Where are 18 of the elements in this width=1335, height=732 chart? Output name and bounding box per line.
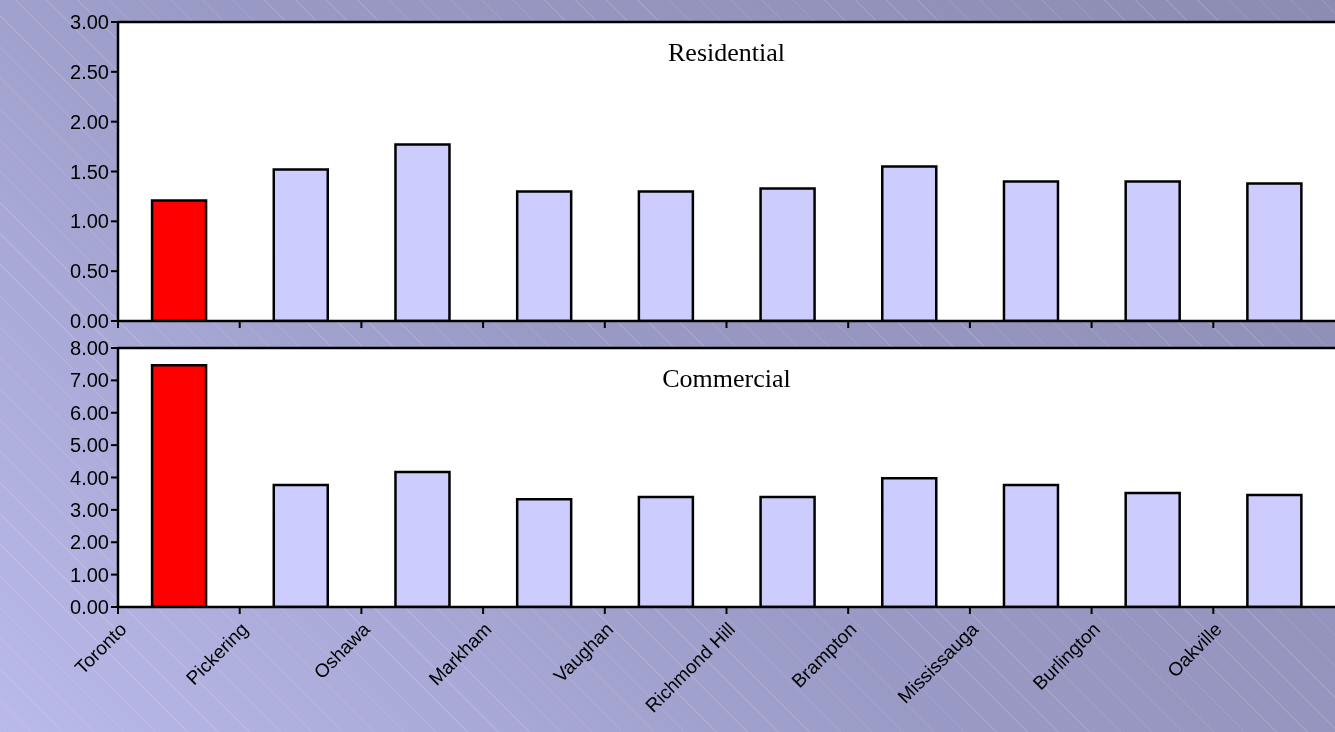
y-tick-label: 7.00: [70, 369, 109, 392]
y-tick-label: 2.00: [70, 531, 109, 554]
y-tick-label: 2.00: [70, 110, 109, 133]
y-tick-label: 1.50: [70, 160, 109, 183]
y-tick-label: 2.50: [70, 60, 109, 83]
y-tick-label: 4.00: [70, 466, 109, 489]
y-tick-label: 1.00: [70, 210, 109, 233]
annotation: Commercial: [661, 364, 792, 394]
y-tick-label: 6.00: [70, 401, 109, 424]
y-tick-label: 3.00: [70, 11, 109, 34]
y-tick-label: 0.00: [70, 596, 109, 619]
y-tick-label: 8.00: [70, 337, 109, 360]
y-tick-label: 0.00: [70, 310, 109, 333]
annotation: Residential: [667, 38, 786, 68]
y-tick-label: 5.00: [70, 434, 109, 457]
y-tick-label: 1.00: [70, 563, 109, 586]
y-tick-label: 3.00: [70, 498, 109, 521]
y-tick-label: 0.50: [70, 260, 109, 283]
